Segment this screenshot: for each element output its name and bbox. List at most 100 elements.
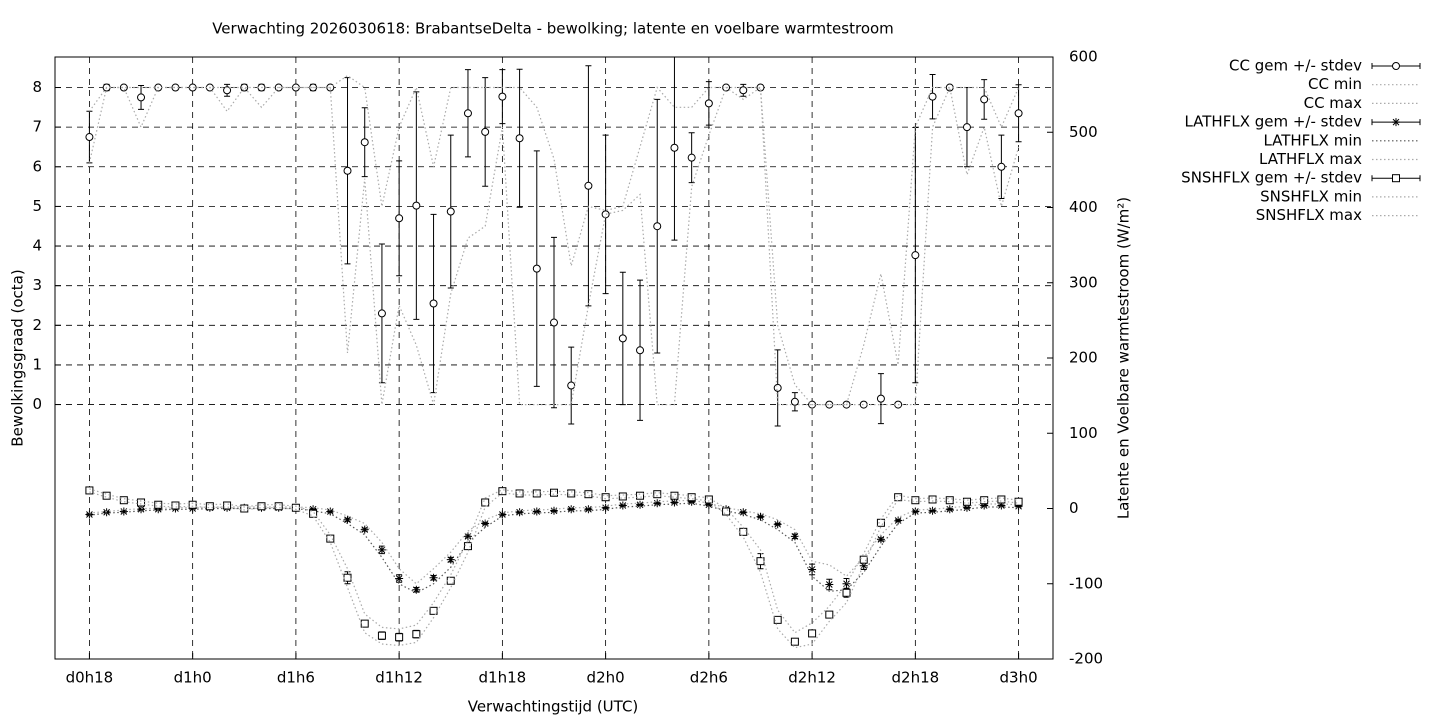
point: [980, 496, 989, 505]
point: [962, 497, 971, 506]
point: [739, 86, 748, 95]
y2-tick-label: 200: [1069, 349, 1098, 367]
y-tick-label: 8: [32, 78, 42, 96]
point: [739, 527, 748, 536]
y-tick-label: 7: [32, 118, 42, 136]
x-tick-label: d2h12: [788, 669, 836, 687]
point: [1014, 497, 1023, 506]
point: [550, 318, 558, 327]
point: [790, 637, 799, 646]
point: [481, 127, 490, 136]
x-tick-label: d1h12: [375, 669, 423, 687]
point: [945, 496, 954, 505]
point: [704, 99, 713, 108]
x-tick-label: d3h0: [1000, 669, 1038, 687]
point: [601, 210, 610, 219]
point: [291, 503, 300, 512]
point: [773, 383, 782, 392]
point: [515, 508, 524, 517]
y-tick-label: 5: [32, 197, 42, 215]
x-axis-label: Verwachtingstijd (UTC): [468, 698, 639, 716]
point: [498, 92, 507, 101]
point: [601, 503, 610, 512]
point: [653, 490, 662, 499]
legend-label: SNSHFLX max: [1256, 206, 1362, 224]
y2-axis-label: Latente en Voelbare warmtestroom (W/m²): [1115, 197, 1133, 519]
y-tick-label: 0: [32, 395, 42, 413]
point: [980, 95, 989, 104]
point: [1014, 109, 1023, 118]
point: [326, 507, 335, 516]
point: [670, 491, 679, 500]
point: [670, 498, 679, 507]
range-line: [89, 502, 1019, 594]
range-line: [88, 74, 1020, 406]
point: [550, 506, 558, 515]
point: [601, 493, 610, 502]
point: [446, 555, 455, 564]
range-line: [89, 488, 1019, 634]
point: [481, 519, 490, 528]
point: [463, 109, 472, 118]
point: [429, 573, 438, 582]
point: [429, 299, 438, 308]
point: [618, 334, 627, 343]
legend-label: SNSHFLX min: [1260, 187, 1362, 205]
point: [154, 500, 163, 509]
y-tick-label: 1: [32, 355, 42, 373]
point: [687, 153, 696, 162]
point: [171, 83, 180, 92]
y2-tick-label: -100: [1069, 574, 1103, 592]
point: [756, 512, 765, 521]
point: [808, 629, 817, 638]
point: [653, 222, 662, 231]
point: [876, 394, 885, 403]
point: [395, 574, 404, 583]
point: [377, 545, 386, 554]
point: [773, 520, 782, 529]
x-tick-label: d2h18: [892, 669, 940, 687]
point: [137, 505, 146, 514]
point: [756, 557, 765, 566]
y2-tick-label: -200: [1069, 650, 1103, 668]
point: [137, 498, 146, 507]
point: [205, 502, 214, 511]
point: [1014, 502, 1023, 511]
point: [412, 201, 421, 210]
point: [102, 508, 111, 517]
point: [773, 615, 782, 624]
point: [515, 489, 524, 498]
legend-label: LATHFLX gem +/- stdev: [1184, 113, 1362, 131]
point: [532, 264, 541, 273]
point: [842, 588, 851, 597]
point: [481, 498, 490, 507]
point: [154, 505, 163, 514]
point: [395, 633, 404, 642]
y2-tick-label: 300: [1069, 273, 1098, 291]
y-tick-label: 2: [32, 316, 42, 334]
legend-marker: [1392, 174, 1400, 183]
point: [894, 493, 903, 502]
legend-label: CC min: [1308, 75, 1362, 93]
point: [343, 515, 352, 524]
point: [980, 501, 989, 510]
y2-tick-label: 500: [1069, 123, 1098, 141]
point: [808, 565, 817, 574]
legend-marker: [1392, 118, 1400, 127]
point: [911, 507, 920, 516]
point: [360, 525, 369, 534]
point: [928, 92, 937, 101]
point: [584, 181, 593, 190]
point: [962, 503, 971, 512]
point: [997, 501, 1006, 510]
point: [636, 500, 645, 509]
point: [257, 502, 266, 511]
legend-label: SNSHFLX gem +/- stdev: [1181, 169, 1362, 187]
point: [653, 499, 662, 508]
point: [911, 496, 920, 505]
point: [119, 507, 128, 516]
point: [567, 381, 576, 390]
point: [274, 502, 283, 511]
point: [309, 505, 318, 514]
x-tick-label: d1h6: [277, 669, 315, 687]
